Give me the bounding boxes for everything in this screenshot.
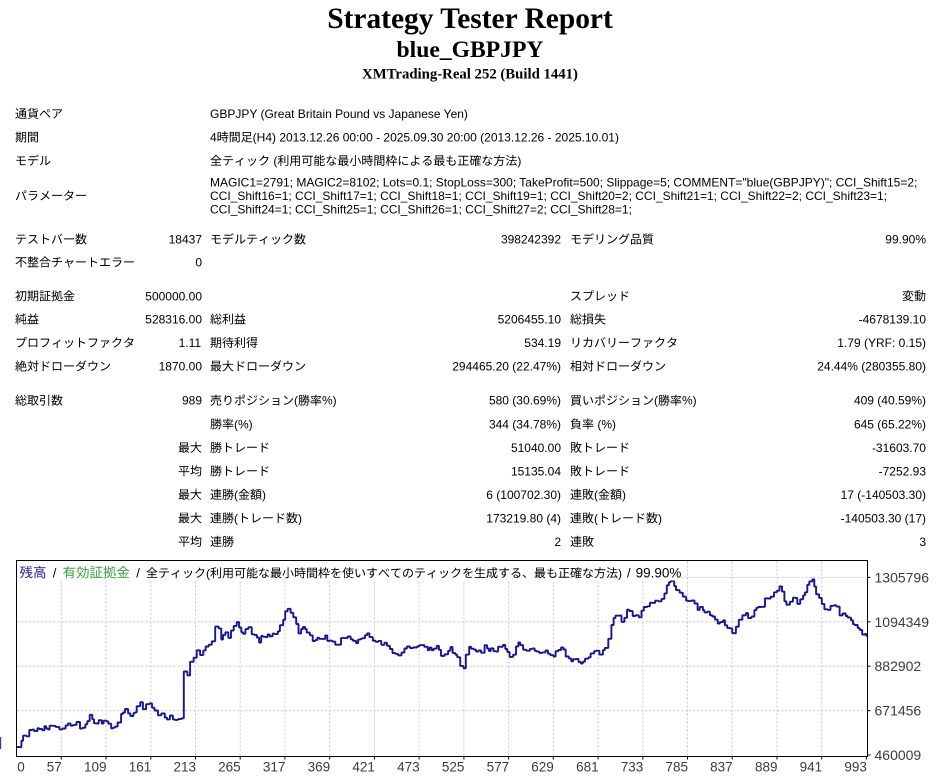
- svg-text:51040.00: 51040.00: [511, 441, 561, 455]
- svg-text:1.79 (YRF: 0.15): 1.79 (YRF: 0.15): [837, 336, 926, 350]
- svg-text:0: 0: [195, 256, 202, 270]
- svg-text:1870.00: 1870.00: [159, 360, 203, 374]
- svg-text:(%): (%): [597, 417, 616, 431]
- svg-text:/: /: [136, 565, 140, 580]
- svg-text:(: (: [234, 511, 238, 525]
- svg-text:109: 109: [84, 760, 107, 775]
- svg-text:99.90%: 99.90%: [636, 565, 682, 580]
- svg-text:): ): [298, 511, 302, 525]
- svg-text:-31603.70: -31603.70: [872, 441, 926, 455]
- svg-text:-140503.30 (17): -140503.30 (17): [841, 511, 926, 525]
- svg-text:2: 2: [554, 535, 561, 549]
- svg-text:577: 577: [487, 760, 510, 775]
- svg-text:421: 421: [352, 760, 375, 775]
- svg-text:645 (65.22%): 645 (65.22%): [854, 417, 926, 431]
- svg-text:(: (: [594, 511, 598, 525]
- svg-text:CCI_Shift24=1; CCI_Shift25=1;: CCI_Shift24=1; CCI_Shift25=1; CCI_Shift2…: [210, 203, 632, 217]
- svg-text:(: (: [594, 488, 598, 502]
- svg-text:889: 889: [755, 760, 778, 775]
- svg-text:%): %): [322, 394, 337, 408]
- svg-text:941: 941: [800, 760, 823, 775]
- svg-text:882902: 882902: [875, 658, 922, 674]
- svg-text:785: 785: [665, 760, 688, 775]
- svg-text:(H4) 2013.12.26 00:00 - 2025.0: (H4) 2013.12.26 00:00 - 2025.09.30 20:00…: [253, 131, 619, 145]
- svg-text:(: (: [654, 394, 658, 408]
- svg-text:-7252.93: -7252.93: [879, 464, 927, 478]
- svg-text:): ): [622, 488, 626, 502]
- svg-text:(%): (%): [234, 417, 253, 431]
- svg-text:57: 57: [47, 760, 62, 775]
- svg-text:1.11: 1.11: [179, 336, 202, 350]
- svg-text:1094349: 1094349: [875, 614, 930, 630]
- svg-text:344 (34.78%): 344 (34.78%): [489, 417, 561, 431]
- svg-text:161: 161: [129, 760, 152, 775]
- svg-text:5206455.10: 5206455.10: [498, 313, 562, 327]
- svg-text:): ): [262, 488, 266, 502]
- svg-text:): ): [658, 511, 662, 525]
- svg-text:24.44% (280355.80): 24.44% (280355.80): [817, 360, 926, 374]
- svg-text:-4678139.10: -4678139.10: [859, 313, 927, 327]
- svg-text:681: 681: [576, 760, 599, 775]
- svg-text:4: 4: [210, 131, 217, 145]
- svg-text:blue_GBPJPY: blue_GBPJPY: [397, 37, 544, 63]
- svg-text:99.90%: 99.90%: [885, 233, 926, 247]
- svg-text:993: 993: [844, 760, 867, 775]
- svg-text:(: (: [234, 488, 238, 502]
- svg-text:265: 265: [218, 760, 241, 775]
- svg-text:213: 213: [173, 760, 196, 775]
- svg-text:629: 629: [531, 760, 554, 775]
- svg-text:6 (100702.30): 6 (100702.30): [486, 488, 561, 502]
- svg-text:989: 989: [182, 394, 202, 408]
- svg-text:Strategy Tester Report: Strategy Tester Report: [327, 3, 613, 35]
- svg-text:): ): [517, 154, 521, 168]
- svg-text:528316.00: 528316.00: [145, 313, 202, 327]
- svg-text:/: /: [627, 565, 631, 580]
- svg-text:/: /: [53, 565, 57, 580]
- svg-text:500000.00: 500000.00: [145, 289, 202, 303]
- svg-text:15135.04: 15135.04: [511, 464, 561, 478]
- svg-text:534.19: 534.19: [524, 336, 561, 350]
- svg-text:XMTrading-Real 252 (Build 1441: XMTrading-Real 252 (Build 1441): [362, 67, 578, 83]
- svg-text:173219.80 (4): 173219.80 (4): [486, 511, 561, 525]
- svg-text:MAGIC1=2791; MAGIC2=8102; Lots: MAGIC1=2791; MAGIC2=8102; Lots=0.1; Stop…: [210, 176, 917, 190]
- svg-text:18437: 18437: [169, 233, 203, 247]
- svg-text:317: 317: [263, 760, 286, 775]
- svg-text:369: 369: [308, 760, 331, 775]
- svg-text:733: 733: [621, 760, 644, 775]
- svg-text:671456: 671456: [875, 703, 922, 719]
- svg-text:525: 525: [442, 760, 465, 775]
- svg-text:): ): [618, 566, 622, 580]
- svg-text:(: (: [273, 154, 277, 168]
- svg-text:%): %): [682, 394, 697, 408]
- svg-text:398242392: 398242392: [501, 233, 561, 247]
- svg-text:GBPJPY (Great Britain Pound vs: GBPJPY (Great Britain Pound vs Japanese …: [210, 107, 468, 121]
- svg-text:409 (40.59%): 409 (40.59%): [854, 394, 926, 408]
- svg-text:3: 3: [919, 535, 926, 549]
- svg-text:(: (: [294, 394, 298, 408]
- svg-text:CCI_Shift16=1; CCI_Shift17=1;: CCI_Shift16=1; CCI_Shift17=1; CCI_Shift1…: [210, 189, 887, 203]
- svg-text:837: 837: [710, 760, 733, 775]
- svg-text:473: 473: [397, 760, 420, 775]
- svg-text:1305796: 1305796: [875, 569, 930, 585]
- svg-text:460009: 460009: [875, 747, 922, 763]
- svg-text:580 (30.69%): 580 (30.69%): [489, 394, 561, 408]
- svg-text:0: 0: [17, 760, 25, 775]
- svg-text:(: (: [206, 566, 210, 580]
- svg-text:294465.20 (22.47%): 294465.20 (22.47%): [452, 360, 561, 374]
- svg-text:17 (-140503.30): 17 (-140503.30): [841, 488, 926, 502]
